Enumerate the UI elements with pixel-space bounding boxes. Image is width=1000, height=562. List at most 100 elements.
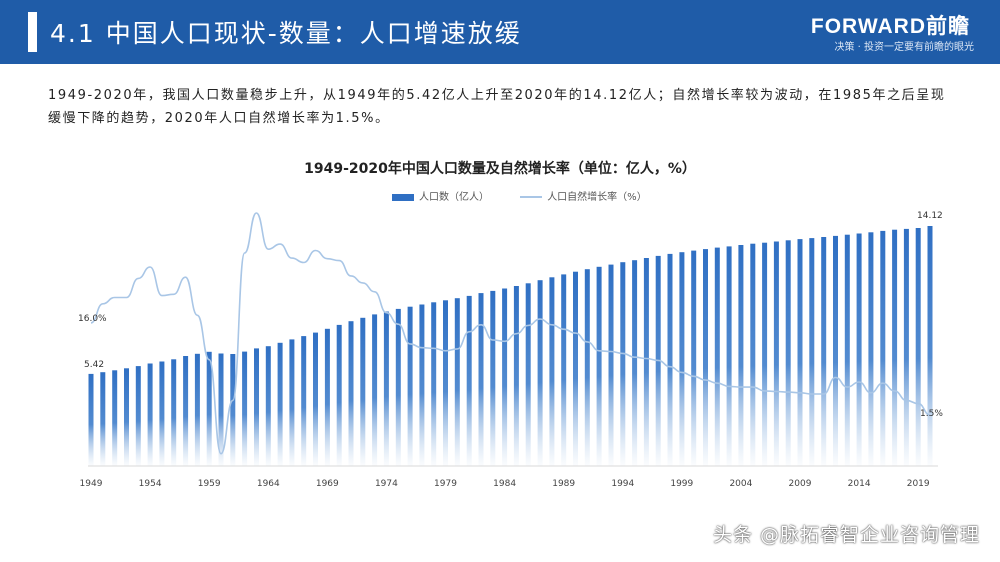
population-bar <box>490 290 496 466</box>
x-tick-label: 2014 <box>848 479 871 489</box>
population-bar <box>608 264 614 466</box>
population-bar <box>88 373 94 466</box>
population-bar <box>561 274 567 466</box>
population-bar <box>726 246 732 466</box>
chart-legend: 人口数（亿人） 人口自然增长率（%） <box>392 188 675 203</box>
x-tick-label: 1994 <box>611 479 634 489</box>
population-bar <box>573 271 578 466</box>
brand-slogan: 决策 · 投资一定要有前瞻的眼光 <box>834 42 974 53</box>
population-bar <box>218 353 224 466</box>
population-bar <box>265 346 271 466</box>
population-bar <box>147 363 153 466</box>
x-tick-label: 1959 <box>198 479 221 489</box>
population-bar <box>242 351 248 466</box>
x-tick-label: 1974 <box>375 479 398 489</box>
population-bar <box>206 351 212 466</box>
x-tick-label: 1954 <box>139 479 162 489</box>
population-bar <box>844 234 850 466</box>
population-bar <box>584 269 590 466</box>
population-bar <box>525 283 531 466</box>
x-tick-label: 2009 <box>789 479 812 489</box>
population-bar <box>513 286 519 466</box>
population-bar <box>194 353 200 466</box>
population-bar <box>159 361 165 466</box>
x-tick-label: 1949 <box>80 479 103 489</box>
population-bar <box>833 235 838 466</box>
population-bar <box>124 368 129 466</box>
population-bar <box>324 328 330 466</box>
population-bar <box>112 370 118 466</box>
x-tick-label: 1979 <box>434 479 457 489</box>
growth-rate-line <box>90 212 931 455</box>
population-bar <box>502 288 508 466</box>
population-bar <box>431 302 437 466</box>
population-bar <box>596 266 602 466</box>
header-accent-bar <box>28 12 37 52</box>
legend-item-population: 人口数（亿人） <box>392 188 489 203</box>
population-bar <box>691 250 697 466</box>
population-bar <box>478 293 484 466</box>
population-bar <box>454 298 460 466</box>
population-bar <box>100 372 106 466</box>
x-tick-label: 2004 <box>729 479 752 489</box>
population-bar <box>549 277 555 466</box>
last-line-label: 1.5% <box>920 409 943 419</box>
population-bar <box>703 249 708 466</box>
footer-watermark-caption: 头条 @脉拓睿智企业咨询管理 <box>712 524 980 546</box>
population-bar <box>135 366 141 466</box>
population-bar <box>443 300 448 466</box>
x-axis-ticks: 1949 1954 1959 1964 1969 1974 1979 1984 1989 1994… <box>80 479 930 489</box>
population-bar <box>762 242 768 466</box>
x-tick-label: 1964 <box>257 479 280 489</box>
intro-paragraph: 1949-2020年，我国人口数量稳步上升，从1949年的5.42亿人上升至20… <box>48 88 946 126</box>
population-bar <box>714 247 720 466</box>
legend-swatch-bar <box>392 193 414 201</box>
page-title: 4.1 中国人口现状-数量：人口增速放缓 <box>50 19 522 48</box>
labels-layer: 5.42 14.12 16.0% 1.5% <box>78 211 943 419</box>
legend-label-population: 人口数（亿人） <box>419 192 489 203</box>
population-bar <box>313 332 318 466</box>
first-line-label: 16.0% <box>78 314 107 324</box>
population-bar <box>289 339 295 466</box>
population-bar <box>927 226 933 466</box>
population-bar <box>336 324 342 466</box>
population-bar <box>679 252 685 466</box>
x-tick-label: 2019 <box>907 479 930 489</box>
population-bar <box>809 238 815 466</box>
population-bar <box>785 240 791 466</box>
population-bar <box>537 280 543 466</box>
population-bar <box>750 243 756 466</box>
header-bar <box>0 0 1000 64</box>
population-bar <box>915 228 921 466</box>
population-bar <box>892 229 898 466</box>
legend-label-growth-rate: 人口自然增长率（%） <box>547 192 647 203</box>
population-bar <box>348 321 354 466</box>
population-bar <box>620 262 626 466</box>
population-bar <box>466 295 472 466</box>
population-bar <box>667 253 673 466</box>
population-bar <box>395 308 401 466</box>
first-bar-label: 5.42 <box>84 360 104 370</box>
population-bar <box>632 260 638 466</box>
population-bar <box>301 336 307 466</box>
population-bar <box>383 311 389 466</box>
x-tick-label: 1984 <box>493 479 516 489</box>
population-bar <box>372 314 378 466</box>
population-bar <box>230 354 236 466</box>
last-bar-label: 14.12 <box>917 211 943 221</box>
x-tick-label: 1989 <box>552 479 575 489</box>
population-bar <box>738 245 744 466</box>
population-bar <box>773 241 779 466</box>
population-bar <box>643 258 649 466</box>
chart-title: 1949-2020年中国人口数量及自然增长率（单位：亿人，%） <box>304 161 696 177</box>
x-tick-label: 1999 <box>670 479 693 489</box>
population-bar <box>419 304 425 466</box>
legend-swatch-line <box>520 196 543 198</box>
population-bar <box>171 359 177 466</box>
bars-layer <box>88 226 933 466</box>
population-bar <box>868 232 874 466</box>
line-layer <box>90 212 931 455</box>
population-bar <box>254 348 259 466</box>
population-bar <box>821 237 827 466</box>
